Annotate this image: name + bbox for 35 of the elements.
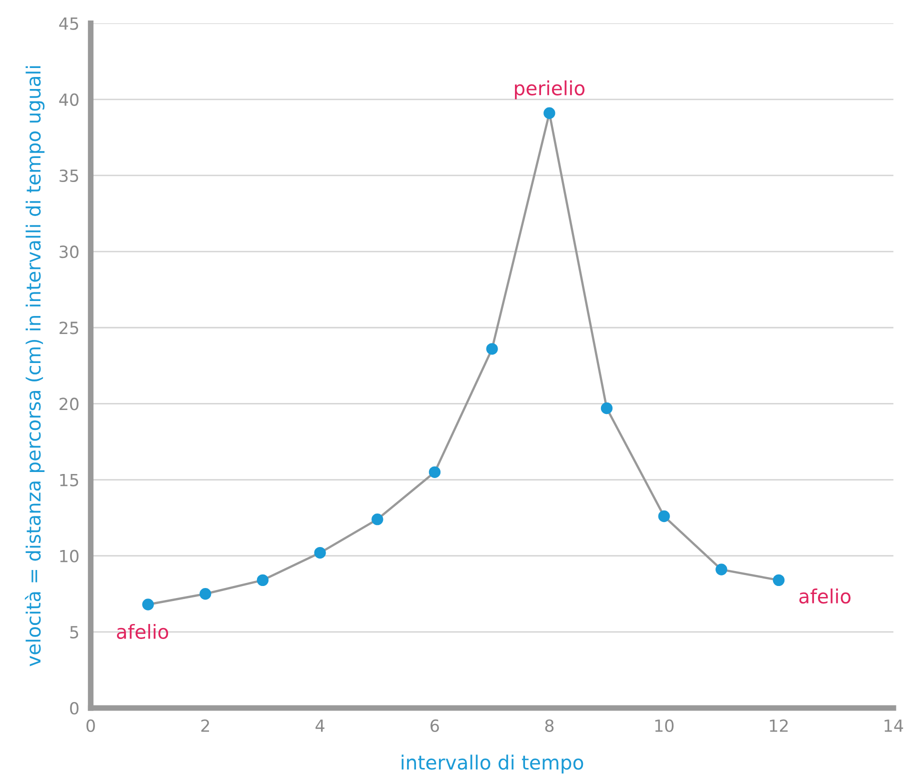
point xyxy=(716,564,728,576)
point xyxy=(428,466,441,478)
x-tick-label: 4 xyxy=(316,720,324,732)
annotation: afelio xyxy=(116,624,168,640)
point xyxy=(142,598,154,610)
y-tick-label: 5 xyxy=(70,626,78,638)
annotation: perielio xyxy=(514,80,584,100)
y-tick-label: 20 xyxy=(60,398,78,410)
y-tick-label: 15 xyxy=(60,474,78,486)
y-tick-label: 0 xyxy=(70,702,78,715)
x-axis-title: intervallo di tempo xyxy=(402,754,584,774)
x-tick-label: 8 xyxy=(545,719,554,732)
point xyxy=(772,574,785,586)
x-tick-label: 10 xyxy=(655,719,674,732)
x-tick-label: 6 xyxy=(430,719,439,732)
y-tick-label: 35 xyxy=(60,169,78,182)
y-tick-label: 10 xyxy=(60,550,78,562)
point xyxy=(544,107,556,119)
x-tick-label: 2 xyxy=(201,719,210,732)
y-tick-label: 40 xyxy=(59,93,78,106)
point xyxy=(600,402,613,414)
point xyxy=(372,513,384,526)
point xyxy=(200,588,212,600)
point xyxy=(256,574,269,586)
point xyxy=(486,343,498,355)
annotation: afelio xyxy=(799,588,851,604)
y-tick-label: 25 xyxy=(60,322,78,334)
y-tick-label: 30 xyxy=(60,246,78,258)
x-tick-label: 14 xyxy=(884,720,904,732)
y-axis-title: velocità = distanza percorsa (cm) in intervalli di tempo uguali xyxy=(24,66,44,666)
point xyxy=(658,510,670,522)
y-tick-label: 45 xyxy=(59,18,78,30)
x-tick-label: 12 xyxy=(770,719,788,732)
point xyxy=(314,546,326,559)
x-tick-label: 0 xyxy=(86,719,95,732)
